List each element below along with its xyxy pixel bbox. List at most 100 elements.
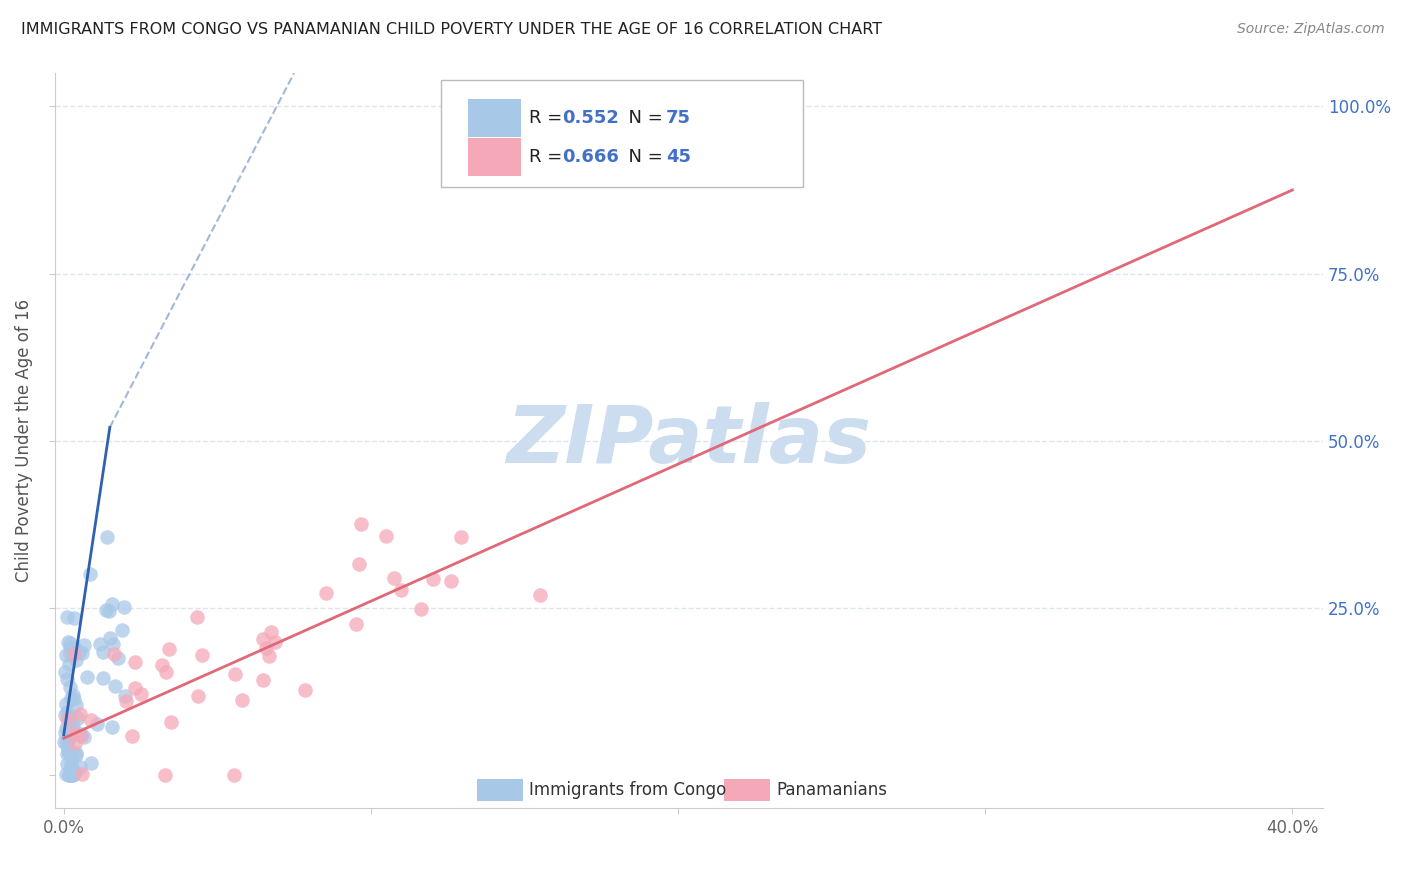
Point (63, 736, 86, 750)
Point (63, 611, 86, 625)
Point (58, 657, 80, 671)
Text: Immigrants from Congo: Immigrants from Congo (529, 781, 727, 799)
Point (62, 768, 84, 782)
Text: Panamanians: Panamanians (776, 781, 887, 799)
Point (58, 709, 80, 723)
Point (252, 632, 274, 647)
Point (157, 642, 180, 657)
Point (224, 667, 246, 681)
Point (264, 635, 287, 649)
Point (59, 636, 82, 650)
Point (56, 733, 79, 747)
Point (86, 717, 108, 731)
Point (73, 731, 96, 745)
Point (409, 602, 432, 616)
Point (252, 673, 274, 688)
Point (53, 707, 76, 722)
Point (155, 768, 177, 782)
Point (59, 757, 82, 772)
Point (350, 516, 373, 531)
Point (59, 646, 82, 660)
Point (224, 768, 246, 782)
Point (60, 727, 83, 741)
Point (58, 745, 80, 759)
Point (150, 658, 173, 673)
Point (62, 689, 84, 703)
Point (65, 653, 87, 667)
Point (58, 768, 80, 782)
Point (96, 603, 118, 617)
Point (349, 557, 371, 571)
FancyBboxPatch shape (724, 779, 770, 801)
FancyBboxPatch shape (441, 80, 803, 187)
Point (55, 721, 77, 735)
Point (382, 571, 405, 585)
Text: R =: R = (529, 148, 568, 166)
Point (294, 682, 316, 697)
Point (101, 597, 124, 611)
Point (63, 647, 86, 661)
Point (72, 646, 94, 660)
Point (58, 768, 80, 782)
Point (375, 529, 398, 543)
FancyBboxPatch shape (468, 99, 522, 137)
Point (56, 757, 79, 772)
Point (62, 768, 84, 782)
Point (56, 741, 79, 756)
Point (55, 648, 77, 662)
Point (65, 748, 87, 763)
Point (63, 640, 86, 655)
Point (124, 681, 146, 696)
Point (56, 672, 79, 686)
Point (256, 640, 278, 655)
Point (129, 687, 152, 701)
Point (231, 693, 253, 707)
Text: 0.552: 0.552 (562, 109, 619, 127)
Point (80, 756, 103, 771)
Point (104, 679, 127, 693)
FancyBboxPatch shape (468, 137, 522, 176)
Point (69, 707, 91, 722)
Point (422, 572, 444, 586)
Point (63, 726, 86, 740)
Point (59, 760, 82, 774)
Point (62, 749, 84, 764)
Point (160, 714, 183, 729)
Point (187, 690, 209, 704)
Text: N =: N = (616, 148, 668, 166)
Text: 45: 45 (666, 148, 690, 166)
Point (58, 722, 80, 736)
Point (69, 760, 91, 774)
Point (191, 648, 214, 663)
Point (73, 639, 96, 653)
Point (67, 645, 90, 659)
Point (58, 768, 80, 782)
Point (115, 694, 138, 708)
Point (257, 649, 280, 664)
Point (58, 635, 80, 649)
Point (59, 768, 82, 782)
Point (389, 582, 412, 597)
Point (111, 623, 134, 637)
Point (98, 631, 121, 645)
Point (440, 574, 463, 589)
Point (79, 566, 101, 581)
Point (59, 640, 82, 654)
Point (55, 766, 77, 780)
Point (70, 767, 93, 781)
Text: IMMIGRANTS FROM CONGO VS PANAMANIAN CHILD POVERTY UNDER THE AGE OF 16 CORRELATIO: IMMIGRANTS FROM CONGO VS PANAMANIAN CHIL… (21, 22, 882, 37)
Point (121, 730, 143, 744)
Point (186, 610, 208, 624)
Point (53, 735, 76, 749)
Point (56, 712, 79, 726)
FancyBboxPatch shape (477, 779, 523, 801)
Point (529, 588, 551, 602)
Text: 0.666: 0.666 (562, 148, 619, 166)
Point (80, 714, 103, 728)
Point (65, 698, 87, 712)
Point (101, 720, 124, 734)
Point (103, 647, 125, 661)
Point (344, 617, 367, 632)
Point (91, 671, 114, 685)
Point (59, 691, 82, 706)
